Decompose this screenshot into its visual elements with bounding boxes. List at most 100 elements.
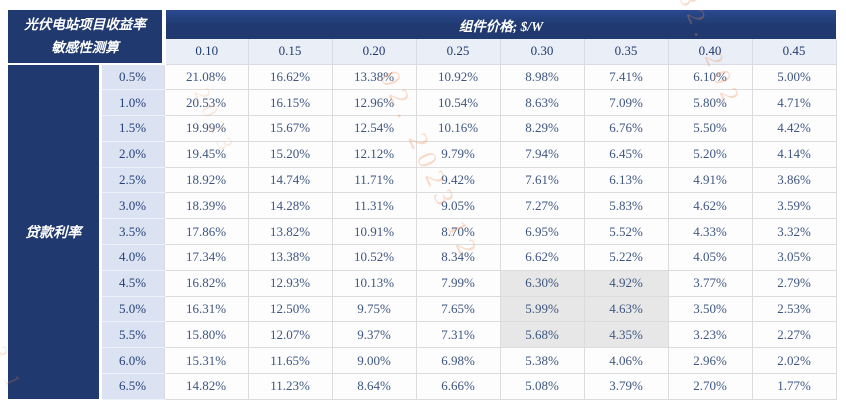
irr-value-cell: 4.71% [751,89,837,117]
irr-value-cell: 14.74% [247,166,333,194]
irr-value-cell: 7.09% [583,89,669,117]
irr-value-cell: 9.05% [415,192,501,220]
rate-label-cell: 2.5% [100,167,164,194]
table-row: 5.0% 16.31% 12.50% 9.75% 7.65% 5.99% 4.63% 3.50… [8,295,837,323]
irr-value-cell: 13.82% [247,218,333,246]
irr-value-cell: 5.00% [751,63,837,91]
table-row: 贷款利率 0.5% 21.08% 16.62% 13.38% 10.92% 8.98% 7.4… [8,63,837,400]
irr-value-cell: 5.50% [667,115,753,142]
irr-value-cell: 6.98% [415,347,501,375]
irr-value-cell: 2.70% [667,373,753,400]
table-row: 1.0% 20.53% 16.15% 12.96% 10.54% 8.63% 7.09% 5.… [8,89,837,117]
table-row: 4.0% 17.34% 13.38% 10.52% 8.34% 6.62% 5.22% 4.0… [8,244,837,271]
table-row: 4.5% 16.82% 12.93% 10.13% 7.99% 6.30% 4.92% 3.7… [8,269,837,297]
irr-value-cell: 9.79% [415,140,501,168]
irr-value-cell: 19.45% [163,140,249,168]
irr-value-cell: 15.80% [163,321,249,349]
irr-value-cell: 6.10% [667,63,753,91]
rate-label-cell: 3.5% [100,218,164,246]
table-title-line2: 敏感性测算 [51,39,119,55]
table-row: 6.5% 14.82% 11.23% 8.64% 6.66% 5.08% 3.79% 2.70… [8,373,837,400]
irr-value-cell: 7.65% [415,295,501,323]
irr-value-cell: 9.42% [415,166,501,194]
irr-value-cell: 6.66% [415,373,501,400]
table-title: 光伏电站项目收益率 敏感性测算 [8,10,166,65]
irr-value-cell: 21.08% [163,63,249,91]
irr-value-cell: 10.13% [331,269,417,297]
irr-value-cell: 16.15% [247,89,333,117]
irr-value-cell: 2.53% [751,295,837,323]
irr-value-cell: 5.83% [583,192,669,220]
irr-value-cell: 6.13% [583,166,669,194]
price-column-header: 0.10 [163,39,249,65]
rate-label-cell: 4.0% [100,244,164,271]
price-column-header: 0.15 [247,39,333,65]
irr-value-cell: 3.79% [583,373,669,400]
irr-value-cell: 4.33% [667,218,753,246]
rate-label-cell: 2.0% [100,141,164,168]
irr-value-cell: 5.80% [667,89,753,117]
irr-value-cell: 8.34% [415,244,501,271]
irr-value-cell: 3.50% [667,295,753,323]
rate-label-cell: 0.5% [100,64,164,91]
irr-value-cell: 3.32% [751,218,837,246]
irr-value-cell: 8.63% [499,89,585,117]
irr-value-cell: 2.02% [751,347,837,375]
irr-value-cell: 10.54% [415,89,501,117]
irr-value-cell: 17.34% [163,244,249,271]
price-column-header: 0.40 [667,39,753,65]
irr-value-cell: 5.20% [667,140,753,168]
price-columns-row: 0.10 0.15 0.20 0.25 0.30 0.35 0.40 0.45 [8,39,837,65]
irr-value-cell: 2.27% [751,321,837,349]
irr-value-cell: 14.82% [163,373,249,400]
irr-value-cell: 5.38% [499,347,585,375]
irr-value-cell: 3.86% [751,166,837,194]
irr-value-cell: 1.77% [751,373,837,400]
irr-value-cell: 5.22% [583,244,669,271]
price-column-header: 0.20 [331,39,417,65]
irr-value-cell: 4.62% [667,192,753,220]
irr-value-cell: 12.50% [247,295,333,323]
irr-value-cell: 5.99% [499,295,585,323]
irr-value-cell: 8.64% [331,373,417,400]
irr-value-cell: 13.38% [247,244,333,271]
price-column-header: 0.25 [415,39,501,65]
table-row: 3.0% 18.39% 14.28% 11.31% 9.05% 7.27% 5.83% 4.6… [8,192,837,220]
irr-value-cell: 6.45% [583,140,669,168]
irr-value-cell: 6.62% [499,244,585,271]
irr-value-cell: 6.30% [499,269,585,297]
irr-value-cell: 10.92% [415,63,501,91]
irr-value-cell: 14.28% [247,192,333,220]
irr-value-cell: 10.52% [331,244,417,271]
irr-value-cell: 11.71% [331,166,417,194]
irr-value-cell: 6.95% [499,218,585,246]
rate-label-cell: 6.5% [100,373,164,400]
irr-value-cell: 3.77% [667,269,753,297]
irr-value-cell: 13.38% [331,63,417,91]
rate-label-cell: 1.5% [100,115,164,142]
sensitivity-table: 光伏电站项目收益率 敏感性测算 组件价格; $/W 0.10 0.15 0.20 0.… [8,10,837,400]
rate-label-cell: 3.0% [100,192,164,220]
irr-value-cell: 16.82% [163,269,249,297]
irr-value-cell: 4.92% [583,269,669,297]
irr-value-cell: 5.68% [499,321,585,349]
irr-value-cell: 7.94% [499,140,585,168]
irr-value-cell: 3.05% [751,244,837,271]
irr-value-cell: 18.39% [163,192,249,220]
rate-label-cell: 6.0% [100,347,164,375]
table-row: 5.5% 15.80% 12.07% 9.37% 7.31% 5.68% 4.35% 3.23… [8,321,837,349]
irr-value-cell: 6.76% [583,115,669,142]
irr-value-cell: 3.23% [667,321,753,349]
table-row: 3.5% 17.86% 13.82% 10.91% 8.70% 6.95% 5.52% 4.3… [8,218,837,246]
irr-value-cell: 19.99% [163,115,249,142]
irr-value-cell: 5.52% [583,218,669,246]
irr-value-cell: 7.41% [583,63,669,91]
irr-value-cell: 15.20% [247,140,333,168]
irr-value-cell: 15.31% [163,347,249,375]
irr-value-cell: 8.29% [499,115,585,142]
price-column-header: 0.30 [499,39,585,65]
irr-value-cell: 7.27% [499,192,585,220]
irr-value-cell: 12.54% [331,115,417,142]
irr-value-cell: 3.59% [751,192,837,220]
irr-value-cell: 4.14% [751,140,837,168]
